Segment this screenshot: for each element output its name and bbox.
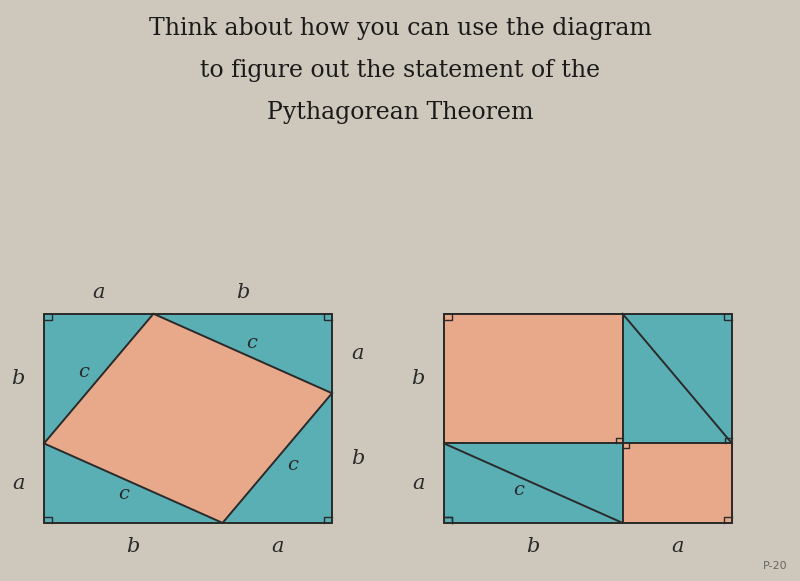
Text: b: b [351,449,365,468]
Polygon shape [444,314,622,443]
Text: b: b [126,537,140,556]
Text: b: b [411,369,425,388]
Text: c: c [246,333,258,352]
Text: Pythagorean Theorem: Pythagorean Theorem [266,101,534,124]
Text: c: c [513,481,524,499]
Text: b: b [11,369,25,388]
Polygon shape [44,314,332,523]
Text: to figure out the statement of the: to figure out the statement of the [200,59,600,83]
Text: a: a [412,474,425,493]
Text: c: c [287,456,298,474]
Text: a: a [12,474,25,493]
Polygon shape [622,443,732,523]
Text: Think about how you can use the diagram: Think about how you can use the diagram [149,17,651,41]
Text: P-20: P-20 [763,561,788,571]
Polygon shape [44,314,332,523]
Text: b: b [236,283,250,302]
Text: c: c [118,485,130,503]
Text: a: a [271,537,283,556]
Text: b: b [526,537,540,556]
Text: a: a [93,283,105,302]
Text: a: a [671,537,683,556]
Text: c: c [78,363,89,381]
Polygon shape [444,314,732,523]
Text: a: a [351,344,364,363]
